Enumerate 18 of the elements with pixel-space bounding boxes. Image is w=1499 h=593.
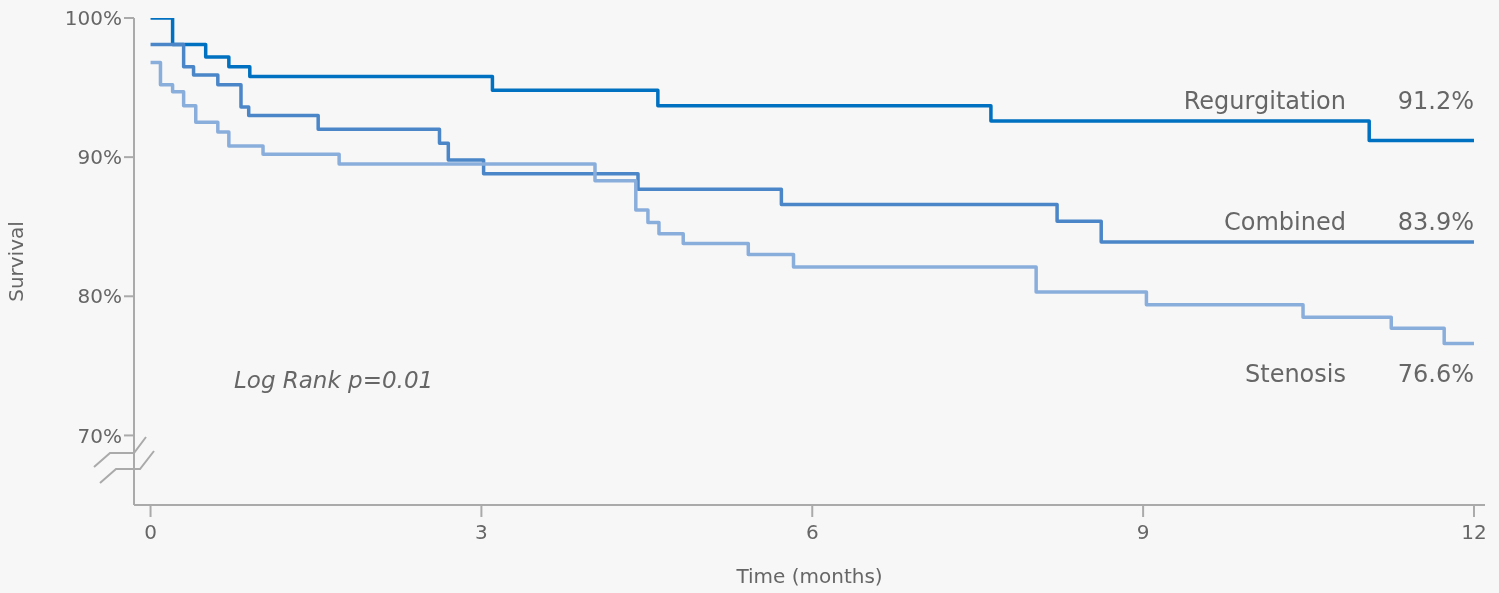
data-label: 76.6% bbox=[1397, 359, 1474, 388]
series-label: Regurgitation bbox=[1183, 86, 1346, 115]
y-axis-title: Survival bbox=[4, 221, 29, 302]
y-tick-label: 90% bbox=[77, 145, 122, 170]
y-tick-label: 70% bbox=[77, 423, 122, 448]
x-tick-label: 12 bbox=[1461, 520, 1487, 545]
annotation: Log Rank p=0.01 bbox=[234, 367, 434, 393]
series-label: Combined bbox=[1224, 208, 1346, 237]
data-label: 91.2% bbox=[1397, 86, 1474, 115]
data-label: 83.9% bbox=[1397, 208, 1474, 237]
x-tick-label: 9 bbox=[1136, 520, 1150, 545]
x-tick-label: 0 bbox=[144, 520, 157, 545]
series-label: Stenosis bbox=[1244, 359, 1346, 388]
x-tick-label: 3 bbox=[475, 520, 488, 545]
y-tick-label: 100% bbox=[64, 6, 122, 31]
x-tick-label: 6 bbox=[805, 520, 819, 545]
y-tick-label: 80% bbox=[77, 284, 122, 309]
x-axis-title: Time (months) bbox=[735, 564, 883, 588]
